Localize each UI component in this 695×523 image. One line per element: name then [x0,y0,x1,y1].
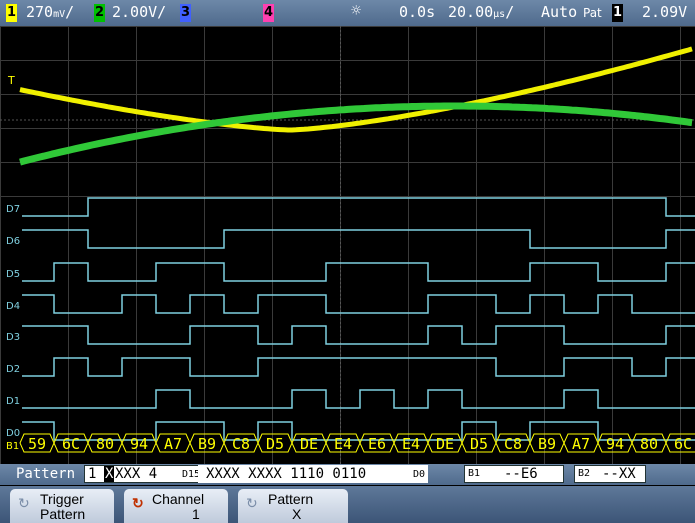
bus1-label: B1 [6,441,19,452]
digital-d7-waveform [22,197,695,217]
digital-d0-waveform [22,421,695,441]
knob-arrow-icon: ↻ [132,495,144,511]
digital-pattern-box[interactable] [198,465,428,483]
bus2-label: B2 [578,468,591,479]
pattern-bar: Pattern = 1 X XXX 4 D15 XXXX XXXX 1110 0… [0,464,695,485]
softkey-title: Channel [152,491,205,507]
delay-value: 0.0s [399,3,436,21]
digital-d5-label: D5 [6,269,20,280]
softkey-value: 1 [192,506,200,522]
pattern-ch1: 1 [88,466,97,482]
bus-value: 94 [130,435,148,453]
channel3-indicator[interactable]: 3 [180,4,191,22]
bus-value: C8 [232,435,250,453]
bus-value: A7 [572,435,590,453]
channel1-indicator[interactable]: 1 [6,4,17,22]
bus-value: 59 [28,435,46,453]
digital-d2-label: D2 [6,364,20,375]
trigger-marker: T [7,74,15,87]
pattern-ch3-ch4: XXX 4 [115,466,158,482]
d15-label: D15 [182,469,201,480]
bus-value: DE [300,435,318,453]
bus-value: DE [436,435,454,453]
rotate-arrow-icon: ↻ [18,495,30,511]
pattern-softkey[interactable]: ↻ Pattern X [238,489,348,523]
softkey-title: Trigger [40,491,84,507]
bus-value: C8 [504,435,522,453]
waveform-display[interactable]: T D7 D6 D5 D4 D3 D2 D1 D0 B1 59 6C 80 94 A7 B9 C8 D5 DE E4 E… [0,26,695,464]
digital-d5-waveform [22,262,695,282]
pattern-label: Pattern = [16,466,92,482]
digital-d1-label: D1 [6,396,20,407]
bus1-label: B1 [468,468,481,479]
bus-value: 94 [606,435,624,453]
bus1-value: --E6 [504,466,538,482]
bus-value: B9 [198,435,216,453]
bus-value: E4 [334,435,352,453]
bus-value: 6C [62,435,80,453]
bus1-pattern-box[interactable] [464,465,564,483]
digital-d4-label: D4 [6,301,20,312]
d0-label: D0 [413,469,426,480]
bus-value: D5 [266,435,284,453]
bus-value: E6 [368,435,386,453]
softkey-bar: ↻ Trigger Pattern ↻ Channel 1 ↻ Pattern … [0,486,695,523]
softkey-value: X [292,506,302,522]
digital-d6-waveform [22,229,695,249]
channel1-waveform [19,46,693,133]
bus-value: A7 [164,435,182,453]
bus-value: D5 [470,435,488,453]
digital-d3-label: D3 [6,332,20,343]
trigger-level: 2.09V [642,3,688,21]
bus2-pattern-box[interactable] [574,465,646,483]
digital-d6-label: D6 [6,236,20,247]
digital-d3-waveform [22,325,695,345]
bus-value: B9 [538,435,556,453]
softkey-title: Pattern [268,491,314,507]
digital-d4-waveform [22,294,695,314]
bus-value: 80 [96,435,114,453]
channel1-scale: 270mV/ [26,3,75,21]
channel2-waveform [19,102,693,166]
digital-d0-label: D0 [6,428,20,439]
digital-pattern-bits: XXXX XXXX 1110 0110 [206,466,367,482]
rotate-arrow-icon: ↻ [246,495,258,511]
channel-softkey[interactable]: ↻ Channel 1 [124,489,228,523]
digital-d1-waveform [22,389,695,409]
bus-value: 6C [674,435,692,453]
timebase-value: 20.00µs/ [448,3,515,21]
trigger-mode: Auto [541,3,578,21]
bus2-value: --XX [602,466,636,482]
trigger-type: Pat [583,6,602,20]
digital-d2-waveform [22,357,695,377]
channel4-indicator[interactable]: 4 [263,4,274,22]
pattern-ch2-selected: X [104,466,115,482]
sun-icon: ☼ [351,1,362,21]
status-bar: 1 270mV/ 2 2.00V/ 3 4 ☼ 0.0s 20.00µs/ Au… [0,0,695,26]
bus-value: 80 [640,435,658,453]
channel2-indicator[interactable]: 2 [94,4,105,22]
bus-value: E4 [402,435,420,453]
digital-d7-label: D7 [6,204,20,215]
softkey-value: Pattern [40,506,86,522]
bus-segment [665,433,695,453]
channel2-scale: 2.00V/ [112,3,167,21]
trigger-softkey[interactable]: ↻ Trigger Pattern [10,489,114,523]
trigger-source: 1 [612,4,623,22]
